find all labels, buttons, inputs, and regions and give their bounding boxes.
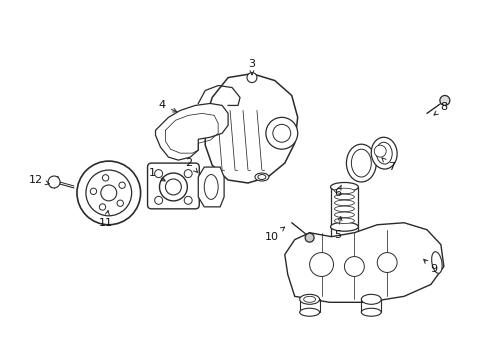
Polygon shape	[155, 103, 228, 160]
Text: 12: 12	[29, 175, 49, 185]
Circle shape	[166, 179, 181, 195]
Circle shape	[99, 204, 106, 210]
Circle shape	[184, 196, 192, 204]
Ellipse shape	[300, 308, 319, 316]
Circle shape	[247, 73, 257, 82]
Ellipse shape	[361, 308, 381, 316]
Circle shape	[117, 200, 123, 206]
Circle shape	[86, 170, 132, 216]
Text: 11: 11	[99, 211, 113, 228]
Polygon shape	[285, 223, 444, 302]
Circle shape	[266, 117, 298, 149]
Circle shape	[377, 253, 397, 273]
Text: 6: 6	[334, 185, 342, 198]
Text: 1: 1	[149, 168, 165, 181]
Ellipse shape	[300, 294, 319, 304]
Circle shape	[119, 182, 125, 188]
Ellipse shape	[371, 137, 397, 169]
Polygon shape	[198, 167, 224, 207]
Text: 8: 8	[434, 102, 447, 115]
Ellipse shape	[335, 206, 354, 212]
Text: 10: 10	[265, 227, 285, 242]
Circle shape	[77, 161, 141, 225]
Circle shape	[184, 170, 192, 177]
Circle shape	[305, 233, 314, 242]
Circle shape	[155, 196, 163, 204]
Text: 2: 2	[185, 158, 197, 172]
Circle shape	[101, 185, 117, 201]
Circle shape	[310, 253, 334, 276]
Circle shape	[440, 95, 450, 105]
Circle shape	[159, 173, 187, 201]
Ellipse shape	[346, 144, 376, 182]
Polygon shape	[51, 176, 58, 188]
Circle shape	[155, 170, 163, 177]
Circle shape	[344, 257, 365, 276]
Ellipse shape	[304, 296, 316, 302]
Text: 9: 9	[424, 259, 438, 274]
Ellipse shape	[335, 200, 354, 206]
Circle shape	[48, 176, 60, 188]
Circle shape	[374, 145, 386, 157]
Ellipse shape	[258, 175, 266, 180]
Ellipse shape	[204, 175, 218, 199]
Ellipse shape	[331, 183, 358, 192]
Ellipse shape	[335, 212, 354, 217]
Text: 4: 4	[159, 100, 177, 112]
Ellipse shape	[335, 218, 354, 224]
Ellipse shape	[351, 149, 371, 177]
FancyBboxPatch shape	[147, 163, 199, 209]
Circle shape	[273, 124, 291, 142]
Text: 3: 3	[248, 59, 255, 75]
Text: 5: 5	[334, 217, 342, 240]
Ellipse shape	[255, 173, 269, 181]
Circle shape	[90, 188, 97, 194]
Circle shape	[102, 175, 109, 181]
Ellipse shape	[361, 294, 381, 304]
Ellipse shape	[376, 142, 392, 164]
Text: 7: 7	[382, 158, 395, 172]
Polygon shape	[205, 73, 298, 183]
Ellipse shape	[331, 222, 358, 231]
Ellipse shape	[432, 252, 442, 273]
Ellipse shape	[335, 194, 354, 200]
Ellipse shape	[335, 188, 354, 194]
